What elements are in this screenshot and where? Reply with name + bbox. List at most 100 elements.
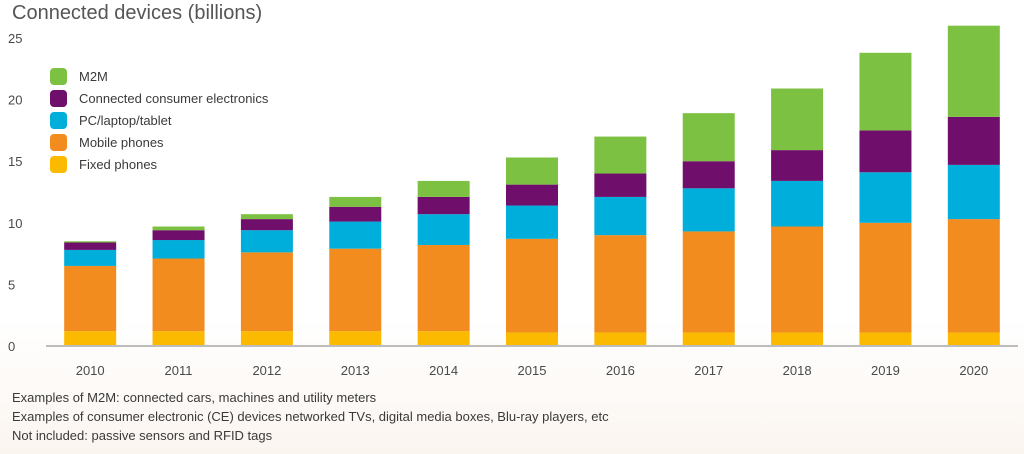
bar-stack-2016 — [594, 136, 647, 346]
bar-segment-fixed-phones — [506, 332, 558, 346]
bar-stack-2010 — [64, 241, 117, 346]
bar-segment-mobile-phones — [506, 238, 558, 333]
bar-segment-mobile-phones — [64, 265, 117, 332]
footnotes: Examples of M2M: connected cars, machine… — [12, 388, 609, 445]
legend-label: PC/laptop/tablet — [79, 113, 172, 128]
legend-label: Fixed phones — [79, 157, 158, 172]
footnote-m2m: Examples of M2M: connected cars, machine… — [12, 390, 377, 405]
bar-segment-mobile-phones — [947, 219, 1000, 333]
bar-segment-fixed-phones — [152, 331, 205, 346]
bar-segment-connected-consumer-electronics — [506, 184, 558, 206]
bar-segment-m2m — [329, 196, 382, 207]
bar-stack-2014 — [417, 180, 470, 346]
x-tick-label: 2017 — [694, 363, 723, 378]
bar-segment-connected-consumer-electronics — [859, 130, 912, 173]
legend-swatch — [50, 112, 67, 129]
x-tick-label: 2018 — [783, 363, 812, 378]
x-tick-label: 2011 — [165, 363, 193, 378]
y-axis-ticks: 0 5 10 15 20 25 — [8, 31, 22, 354]
legend-label: Mobile phones — [79, 135, 164, 150]
legend-item: M2M — [50, 68, 108, 85]
chart-title: Connected devices (billions) — [12, 2, 263, 24]
bar-segment-pc-laptop-tablet — [859, 172, 912, 223]
bar-segment-connected-consumer-electronics — [771, 150, 824, 181]
bar-stack-2015 — [506, 157, 558, 346]
bar-segment-pc-laptop-tablet — [240, 230, 293, 253]
bar-segment-connected-consumer-electronics — [240, 219, 293, 231]
bar-segment-pc-laptop-tablet — [947, 164, 1000, 220]
bar-stack-2013 — [329, 196, 382, 346]
y-tick-label: 25 — [8, 31, 22, 46]
legend-item: Connected consumer electronics — [50, 90, 269, 107]
x-tick-label: 2019 — [871, 363, 900, 378]
bar-stack-2018 — [771, 88, 824, 346]
bar-segment-pc-laptop-tablet — [771, 180, 824, 227]
bar-segment-fixed-phones — [417, 331, 470, 346]
bar-segment-fixed-phones — [947, 332, 1000, 346]
bar-segment-mobile-phones — [682, 231, 735, 333]
bar-segment-connected-consumer-electronics — [947, 116, 1000, 165]
bar-segment-mobile-phones — [594, 235, 647, 333]
bar-stack-2019 — [859, 52, 912, 346]
legend-swatch — [50, 134, 67, 151]
x-tick-label: 2010 — [76, 363, 105, 378]
y-tick-label: 0 — [8, 339, 15, 354]
legend-label: M2M — [79, 69, 108, 84]
x-tick-label: 2020 — [959, 363, 988, 378]
bar-segment-pc-laptop-tablet — [329, 221, 382, 249]
x-tick-label: 2012 — [252, 363, 281, 378]
bar-segment-connected-consumer-electronics — [329, 206, 382, 222]
bar-segment-m2m — [859, 52, 912, 131]
footnote-not-included: Not included: passive sensors and RFID t… — [12, 428, 273, 443]
bar-segment-mobile-phones — [771, 226, 824, 333]
bar-segment-mobile-phones — [152, 258, 205, 332]
legend-swatch — [50, 90, 67, 107]
bar-stack-2017 — [682, 113, 735, 346]
legend-item: Fixed phones — [50, 156, 158, 173]
bar-segment-m2m — [152, 226, 205, 231]
bar-segment-connected-consumer-electronics — [594, 173, 647, 197]
x-axis-ticks: 2010 2011 2012 2013 2014 2015 2016 2017 2018 2019… — [76, 363, 989, 378]
legend-label: Connected consumer electronics — [79, 91, 269, 106]
legend-item: Mobile phones — [50, 134, 164, 151]
bar-segment-fixed-phones — [594, 332, 647, 346]
y-tick-label: 10 — [8, 216, 22, 231]
bar-segment-m2m — [64, 241, 117, 243]
legend-swatch — [50, 68, 67, 85]
bar-segment-fixed-phones — [329, 331, 382, 346]
bar-segment-mobile-phones — [240, 252, 293, 332]
bar-segment-fixed-phones — [240, 331, 293, 346]
x-tick-label: 2015 — [518, 363, 547, 378]
y-tick-label: 20 — [8, 93, 22, 108]
bar-segment-pc-laptop-tablet — [682, 188, 735, 232]
bar-segment-fixed-phones — [64, 331, 117, 346]
bar-segment-pc-laptop-tablet — [64, 249, 117, 266]
bar-stack-2020 — [947, 25, 1000, 346]
bar-segment-m2m — [682, 113, 735, 162]
legend: M2M Connected consumer electronics PC/lapt… — [50, 68, 269, 173]
bar-segment-pc-laptop-tablet — [152, 240, 205, 259]
y-tick-label: 15 — [8, 154, 22, 169]
bar-stack-2012 — [240, 214, 293, 346]
bar-segment-mobile-phones — [417, 244, 470, 332]
bar-segment-m2m — [506, 157, 558, 185]
bar-stacks — [64, 25, 1000, 346]
bar-segment-connected-consumer-electronics — [417, 196, 470, 215]
bar-segment-m2m — [417, 180, 470, 197]
bar-segment-m2m — [594, 136, 647, 174]
bar-stack-2011 — [152, 226, 205, 346]
bar-segment-pc-laptop-tablet — [594, 196, 647, 236]
x-tick-label: 2013 — [341, 363, 370, 378]
bar-segment-fixed-phones — [771, 332, 824, 346]
bar-segment-connected-consumer-electronics — [152, 230, 205, 241]
bar-segment-mobile-phones — [859, 222, 912, 333]
bar-segment-fixed-phones — [859, 332, 912, 346]
footnote-ce-devices: Examples of consumer electronic (CE) dev… — [12, 409, 609, 424]
bar-segment-m2m — [240, 214, 293, 220]
bar-segment-pc-laptop-tablet — [506, 205, 558, 239]
bar-segment-m2m — [771, 88, 824, 151]
bar-segment-pc-laptop-tablet — [417, 214, 470, 245]
bar-segment-mobile-phones — [329, 248, 382, 332]
bar-segment-fixed-phones — [682, 332, 735, 346]
